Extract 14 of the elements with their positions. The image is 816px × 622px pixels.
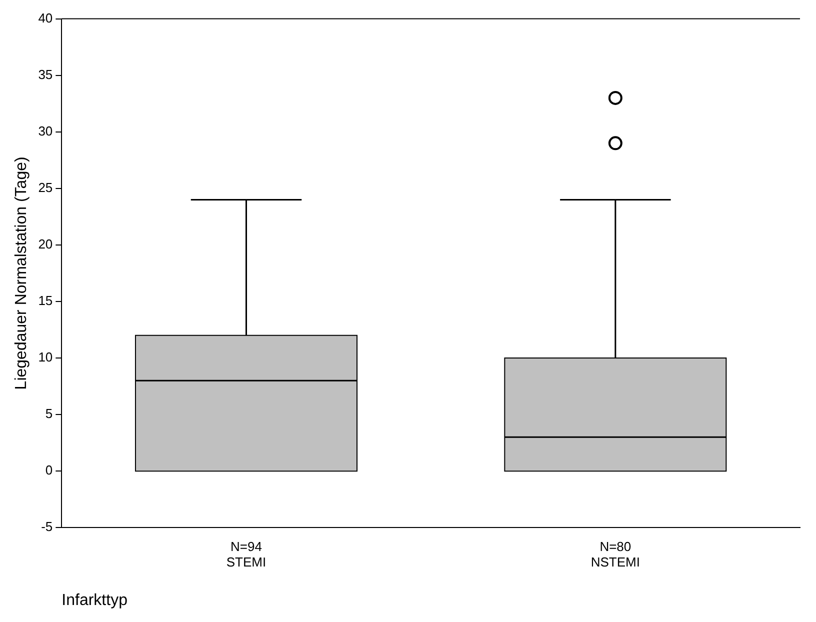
x-axis-title: Infarkttyp — [62, 592, 128, 609]
x-tick-label: N=80 NSTEMI — [590, 538, 640, 570]
y-tick-label: 15 — [38, 293, 53, 308]
y-tick-label: 25 — [38, 180, 53, 195]
y-tick-label: 30 — [38, 123, 53, 138]
y-axis-title: Liegedauer Normalstation (Tage) — [13, 156, 30, 390]
x-tick-label: N=94 STEMI — [226, 538, 266, 570]
y-tick-label: 5 — [45, 406, 53, 422]
y-tick-label: 20 — [38, 236, 53, 252]
y-tick-label: 35 — [38, 66, 53, 82]
y-tick-label: 40 — [38, 10, 53, 26]
y-tick-label: 10 — [38, 350, 53, 365]
y-tick-label: 0 — [45, 462, 53, 478]
y-tick-label: -5 — [41, 519, 53, 534]
